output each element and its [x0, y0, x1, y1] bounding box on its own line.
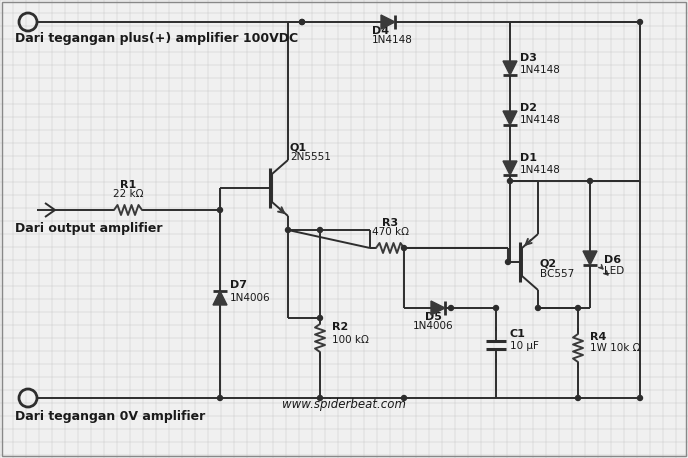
Circle shape: [286, 228, 290, 233]
Circle shape: [535, 305, 541, 311]
Text: 1N4148: 1N4148: [520, 165, 561, 175]
Circle shape: [217, 207, 222, 213]
Circle shape: [575, 305, 581, 311]
Text: 22 kΩ: 22 kΩ: [113, 189, 143, 199]
Text: 1N4006: 1N4006: [413, 321, 453, 331]
Text: 100 kΩ: 100 kΩ: [332, 335, 369, 345]
Circle shape: [508, 179, 513, 184]
Text: D3: D3: [520, 53, 537, 63]
Text: www.spiderbeat.com: www.spiderbeat.com: [282, 398, 406, 411]
Circle shape: [638, 396, 643, 400]
Text: 10 µF: 10 µF: [510, 341, 539, 351]
Circle shape: [317, 316, 323, 321]
Text: R4: R4: [590, 332, 606, 342]
Text: 1N4006: 1N4006: [230, 293, 270, 303]
Text: Q1: Q1: [290, 142, 307, 152]
Polygon shape: [431, 301, 445, 315]
Text: Dari tegangan plus(+) amplifier 100VDC: Dari tegangan plus(+) amplifier 100VDC: [15, 32, 298, 45]
Circle shape: [588, 179, 592, 184]
Circle shape: [575, 396, 581, 400]
Polygon shape: [213, 291, 227, 305]
Text: 1N4148: 1N4148: [520, 65, 561, 75]
Polygon shape: [503, 161, 517, 175]
Text: BC557: BC557: [540, 269, 574, 279]
Text: D5: D5: [424, 312, 442, 322]
Circle shape: [299, 20, 305, 24]
Text: D6: D6: [604, 255, 621, 265]
Text: 2N5551: 2N5551: [290, 152, 331, 162]
Circle shape: [638, 20, 643, 24]
Polygon shape: [503, 111, 517, 125]
Polygon shape: [381, 15, 395, 29]
Text: LED: LED: [604, 266, 624, 276]
Text: D2: D2: [520, 103, 537, 113]
Circle shape: [217, 396, 222, 400]
Text: D1: D1: [520, 153, 537, 163]
Text: R2: R2: [332, 322, 348, 332]
Text: 1N4148: 1N4148: [520, 115, 561, 125]
Text: 470 kΩ: 470 kΩ: [372, 227, 409, 237]
Circle shape: [402, 245, 407, 251]
Circle shape: [299, 20, 305, 24]
Circle shape: [317, 228, 323, 233]
Text: Dari tegangan 0V amplifier: Dari tegangan 0V amplifier: [15, 410, 205, 423]
Text: Dari output amplifier: Dari output amplifier: [15, 222, 162, 235]
Text: D7: D7: [230, 280, 247, 290]
Text: C1: C1: [510, 329, 526, 339]
Text: Q2: Q2: [540, 259, 557, 269]
Circle shape: [402, 396, 407, 400]
Polygon shape: [583, 251, 597, 265]
Polygon shape: [503, 61, 517, 75]
Text: D4: D4: [372, 26, 389, 36]
Text: 1W 10k Ω: 1W 10k Ω: [590, 343, 641, 353]
Circle shape: [317, 396, 323, 400]
Circle shape: [449, 305, 453, 311]
Circle shape: [493, 305, 499, 311]
Circle shape: [506, 260, 510, 265]
Text: R3: R3: [382, 218, 398, 228]
Text: R1: R1: [120, 180, 136, 190]
Text: 1N4148: 1N4148: [372, 35, 413, 45]
